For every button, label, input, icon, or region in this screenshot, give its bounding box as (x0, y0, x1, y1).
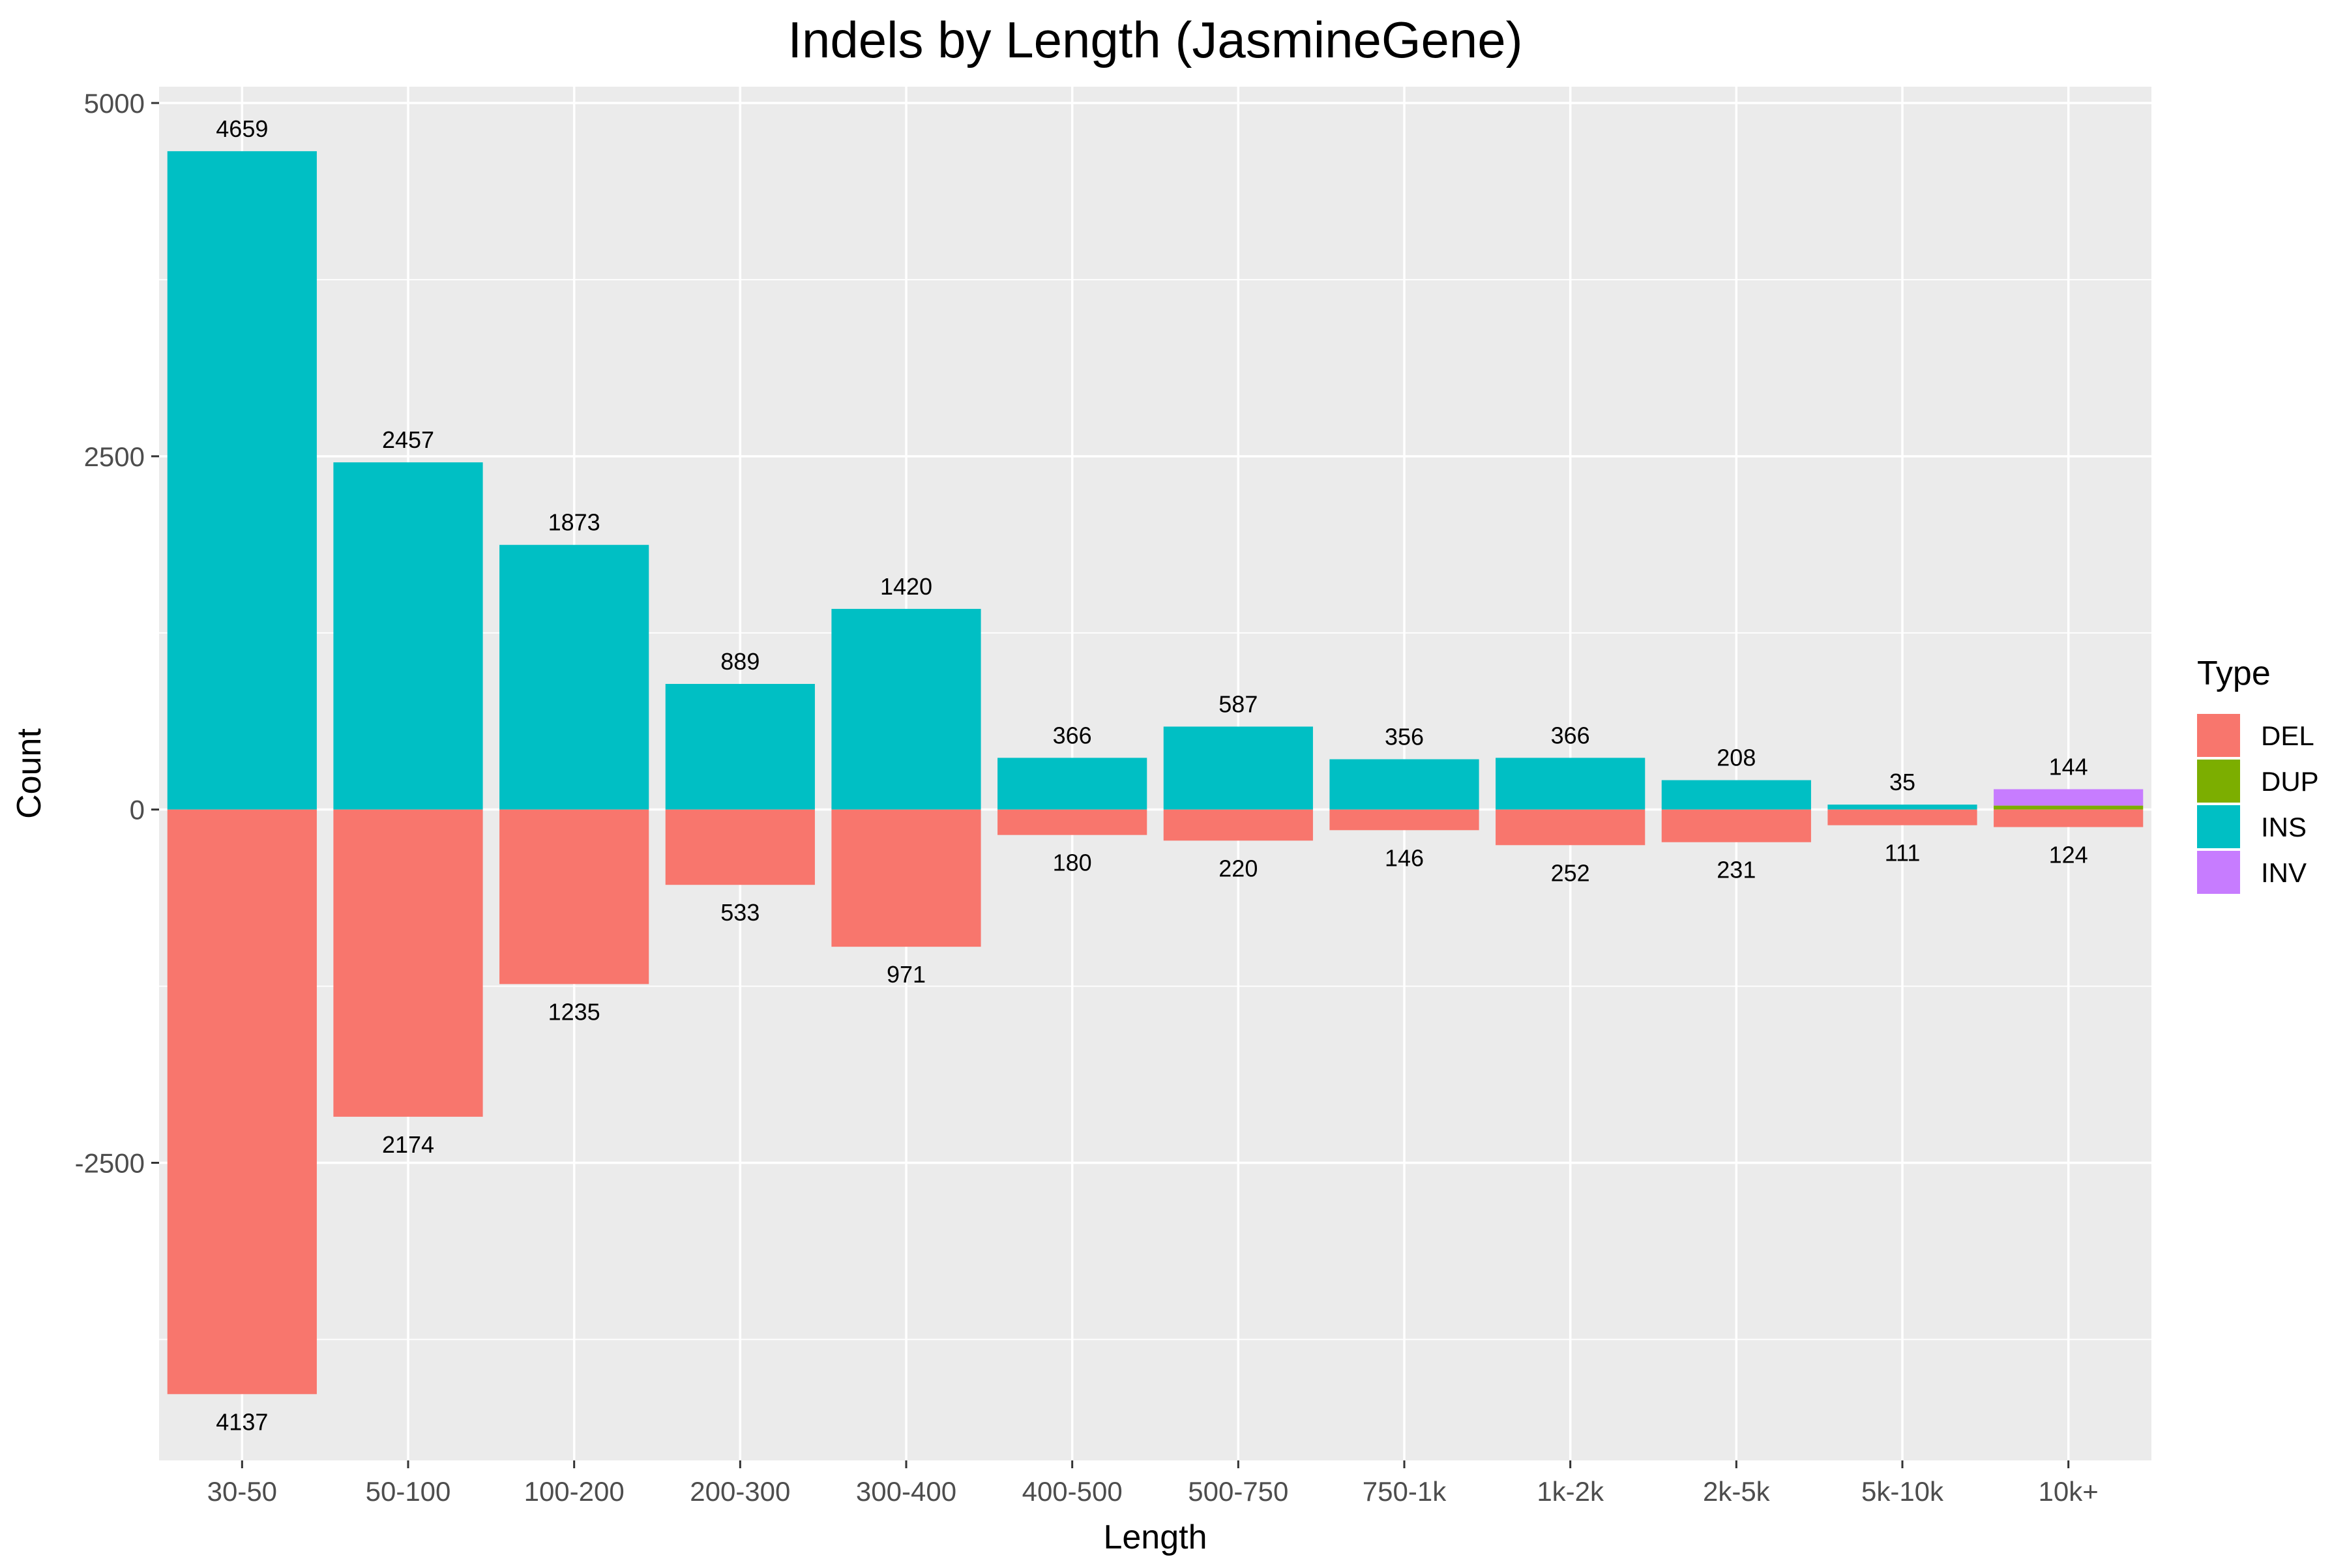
data-label-bottom: 4137 (216, 1408, 268, 1435)
y-tick-label: 0 (130, 795, 145, 825)
x-tick-label: 50-100 (366, 1476, 451, 1507)
data-label-top: 366 (1551, 722, 1590, 748)
legend-key-dup (2197, 760, 2240, 803)
bar-ins-400-500 (997, 758, 1147, 810)
y-axis-title: Count (10, 728, 48, 819)
data-label-bottom: 220 (1218, 855, 1258, 881)
bar-ins-30-50 (167, 151, 317, 810)
bar-del-750-1k (1329, 809, 1479, 831)
bar-del-5k-10k (1827, 809, 1977, 825)
x-tick-label: 200-300 (690, 1476, 790, 1507)
x-tick-label: 100-200 (524, 1476, 625, 1507)
data-label-bottom: 124 (2049, 842, 2088, 868)
data-label-bottom: 2174 (382, 1131, 434, 1158)
x-tick-label: 500-750 (1188, 1476, 1288, 1507)
data-label-bottom: 180 (1053, 850, 1092, 876)
x-tick-label: 2k-5k (1703, 1476, 1771, 1507)
data-label-top: 889 (720, 648, 760, 675)
data-label-bottom: 1235 (548, 998, 600, 1025)
x-tick-label: 400-500 (1022, 1476, 1123, 1507)
bar-del-300-400 (831, 809, 981, 947)
x-tick-label: 1k-2k (1537, 1476, 1604, 1507)
bar-del-30-50 (167, 809, 317, 1395)
data-label-top: 208 (1717, 745, 1756, 771)
legend-title: Type (2197, 655, 2271, 692)
x-axis-title: Length (1103, 1518, 1207, 1556)
data-label-top: 1873 (548, 509, 600, 536)
data-label-bottom: 252 (1551, 859, 1590, 886)
data-label-top: 144 (2049, 753, 2088, 780)
bar-ins-2k-5k (1661, 780, 1811, 810)
legend-key-inv (2197, 851, 2240, 894)
data-label-top: 356 (1385, 724, 1424, 750)
bar-ins-200-300 (665, 683, 815, 810)
bar-ins-500-750 (1163, 726, 1313, 810)
bar-ins-1k-2k (1496, 758, 1646, 810)
data-label-top: 366 (1053, 722, 1092, 748)
bars (167, 151, 2144, 1395)
legend-label-del: DEL (2261, 720, 2314, 751)
data-label-top: 587 (1218, 690, 1258, 717)
data-label-bottom: 533 (720, 899, 760, 926)
data-label-bottom: 971 (887, 961, 926, 988)
bar-del-200-300 (665, 809, 815, 885)
bar-del-50-100 (333, 809, 483, 1117)
legend-key-del (2197, 714, 2240, 757)
data-label-bottom: 231 (1717, 857, 1756, 883)
data-labels: 4659 2457 1873 889 1420 366 587 356 366 208 35 144 4… (216, 115, 2088, 1435)
legend: Type DEL DUP INS INV (2197, 655, 2319, 894)
bar-del-500-750 (1163, 809, 1313, 841)
x-tick-label: 750-1k (1363, 1476, 1447, 1507)
bar-dup-10k+ (1994, 805, 2144, 810)
bar-del-10k+ (1994, 809, 2144, 827)
data-label-bottom: 111 (1885, 840, 1921, 866)
bar-del-100-200 (499, 809, 649, 984)
data-label-top: 4659 (216, 115, 268, 142)
x-tick-label: 30-50 (207, 1476, 277, 1507)
data-label-top: 1420 (880, 573, 932, 600)
bar-ins-100-200 (499, 544, 649, 810)
bar-del-400-500 (997, 809, 1147, 835)
bar-ins-300-400 (831, 608, 981, 810)
x-tick-label: 10k+ (2039, 1476, 2099, 1507)
legend-label-dup: DUP (2261, 766, 2319, 797)
data-label-top: 35 (1889, 769, 1915, 795)
data-label-top: 2457 (382, 426, 434, 453)
bar-ins-50-100 (333, 462, 483, 810)
legend-key-ins (2197, 805, 2240, 848)
y-tick-label: -2500 (75, 1148, 145, 1179)
y-tick-label: 5000 (84, 88, 145, 119)
bar-ins-5k-10k (1827, 805, 1977, 810)
bar-ins-750-1k (1329, 759, 1479, 810)
bar-del-2k-5k (1661, 809, 1811, 842)
legend-label-inv: INV (2261, 857, 2307, 888)
axes: 5000 2500 0 -2500 30-50 50-100 100-200 200-300 3… (75, 88, 2099, 1507)
y-tick-label: 2500 (84, 441, 145, 472)
x-tick-label: 5k-10k (1861, 1476, 1944, 1507)
bar-inv-10k+ (1994, 789, 2144, 806)
plot-panel (159, 87, 2151, 1460)
data-label-bottom: 146 (1385, 844, 1424, 871)
chart-title: Indels by Length (JasmineGene) (788, 11, 1522, 68)
x-tick-label: 300-400 (856, 1476, 956, 1507)
legend-label-ins: INS (2261, 812, 2307, 842)
bar-del-1k-2k (1496, 809, 1646, 846)
